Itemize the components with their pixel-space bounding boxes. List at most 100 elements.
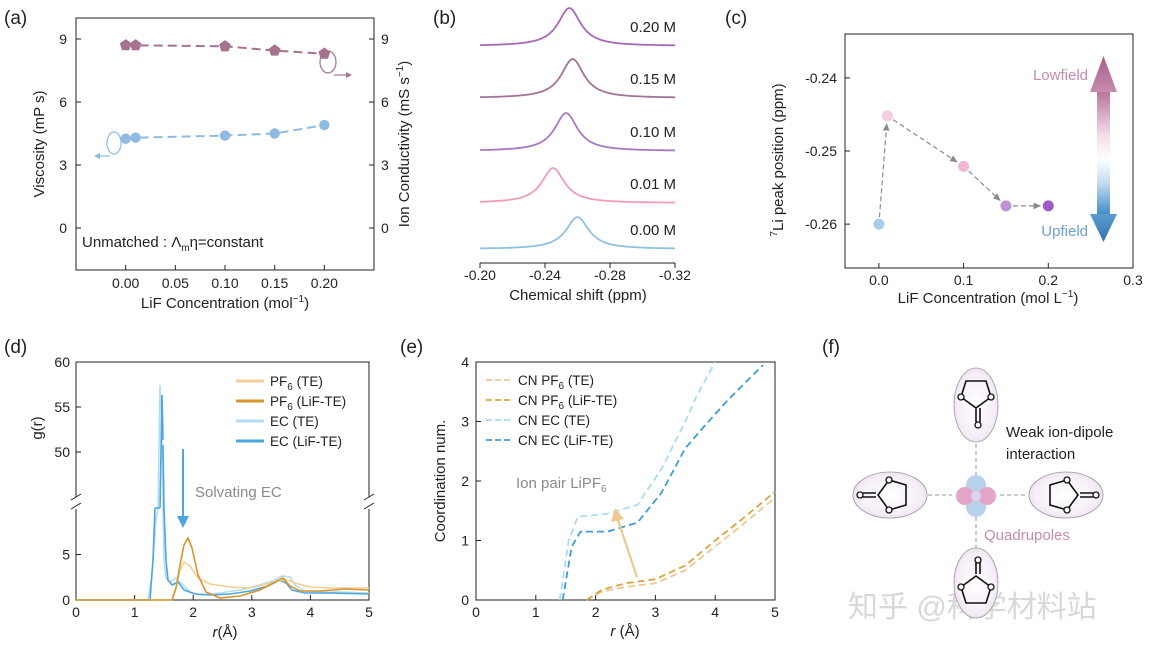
panel-f-ec-left-ring-oxygen-2 bbox=[885, 506, 893, 514]
panel-c: (c) 0.0 0.1 0.2 0.3 -0.24 -0.25 -0.26 LiF Con… bbox=[725, 8, 1143, 307]
panel-d-y-axis-label: g(r) bbox=[29, 416, 46, 439]
panel-e-legend-label: CN EC (LiF-TE) bbox=[518, 433, 613, 448]
panel-a-ion-conductivity-point bbox=[319, 119, 330, 131]
panel-f-quadrupole-core bbox=[971, 491, 981, 501]
panel-e-x-tick-label: 4 bbox=[711, 604, 719, 620]
panel-e-x-tick-label: 2 bbox=[592, 604, 600, 620]
panel-c-point bbox=[881, 110, 893, 122]
panel-a-ion-conductivity-point bbox=[219, 130, 231, 141]
panel-d-legend-label: EC (TE) bbox=[270, 414, 319, 429]
panel-f-quadrupoles-label: Quadrupoles bbox=[984, 527, 1070, 544]
panel-c-x-tick-label: 0.0 bbox=[869, 272, 889, 288]
panel-a-y2-tick-label: 6 bbox=[381, 94, 389, 110]
panel-c-x-tick-label: 0.1 bbox=[954, 272, 974, 288]
panel-c-upfield-label: Upfield bbox=[1041, 223, 1088, 240]
panel-c-y-tick-label: -0.26 bbox=[805, 216, 837, 232]
panel-e-y-tick-label: 2 bbox=[461, 473, 469, 489]
panel-d-x-tick-label: 0 bbox=[72, 604, 80, 620]
panel-b-label: (b) bbox=[433, 8, 456, 29]
panel-a-y2-tick-label: 3 bbox=[381, 157, 389, 173]
panel-c-x-tick-label: 0.2 bbox=[1039, 272, 1059, 288]
panel-a-x-tick-label: 0.15 bbox=[261, 275, 288, 291]
panel-a-ion-conductivity-point bbox=[130, 132, 141, 143]
panel-f-dipole-connectors bbox=[928, 437, 1026, 548]
panel-a-y-axis-label: Viscosity (mP s) bbox=[31, 91, 48, 198]
panel-b-spectrum-020-M bbox=[480, 7, 676, 47]
panel-e-cn-curve bbox=[586, 491, 776, 601]
panel-d-y-tick-label: 55 bbox=[54, 399, 70, 415]
panel-c-y-tick-label: -0.24 bbox=[805, 70, 837, 86]
panel-a-y-tick-label: 3 bbox=[59, 157, 67, 173]
panel-f-ec-molecule-bottom bbox=[953, 547, 999, 619]
panel-a-x-ticks: 0.00 0.05 0.10 0.15 0.20 bbox=[112, 265, 338, 291]
panel-e-y-tick-label: 0 bbox=[461, 592, 469, 608]
panel-f-ec-right-ring-oxygen-1 bbox=[1063, 476, 1071, 484]
panel-e-y-axis-label: Coordination num. bbox=[432, 420, 449, 543]
panel-b: (b) -0.20 -0.24 -0.28 -0.32 Chemical shift … bbox=[433, 7, 691, 304]
panel-b-x-ticks: -0.20 -0.24 -0.28 -0.32 bbox=[464, 263, 691, 283]
panel-e-ion-pair-arrow-head bbox=[611, 508, 624, 522]
panel-d-x-tick-label: 1 bbox=[131, 604, 139, 620]
panel-d-axis-break-left bbox=[70, 493, 82, 510]
panel-a-y2-ticks: 0 3 6 9 bbox=[369, 31, 389, 236]
panel-b-spectrum-001-M bbox=[479, 167, 676, 204]
panel-e: (e) 0 1 2 3 4 5 0 1 2 3 4 r (Å) Coordination num.… bbox=[400, 337, 779, 640]
panel-e-x-tick-label: 3 bbox=[652, 604, 660, 620]
panel-d-curve-pf6-lif-te bbox=[76, 536, 370, 601]
panel-f-ec-top-carbonyl-oxygen bbox=[974, 421, 982, 429]
panel-d-legend: PF6 (TE)PF6 (LiF-TE)EC (TE) EC (LiF-TE) bbox=[236, 374, 346, 449]
panel-d-x-ticks: 0 1 2 3 4 5 bbox=[72, 595, 373, 620]
panel-f-quadrupole bbox=[956, 475, 996, 517]
panel-f-ion-dipole-text-line1: Weak ion-dipole bbox=[1006, 424, 1113, 441]
panel-a-x-tick-label: 0.05 bbox=[162, 275, 189, 291]
panel-a-viscosity-highlight bbox=[319, 50, 337, 74]
panel-d-curve-ec-lif-te bbox=[76, 444, 370, 601]
panel-d-solvating-arrow-head bbox=[177, 516, 189, 528]
panel-e-y-ticks: 0 1 2 3 4 bbox=[461, 354, 481, 608]
panel-e-x-tick-label: 1 bbox=[532, 604, 540, 620]
panel-a-conductivity-highlight bbox=[106, 131, 122, 155]
panel-f-ec-top-ring-oxygen-1 bbox=[957, 393, 965, 401]
panel-c-point bbox=[1042, 200, 1054, 212]
panel-f-ec-right-oval bbox=[1028, 471, 1104, 519]
panel-d-curves bbox=[76, 384, 370, 601]
panel-a-y-tick-label: 6 bbox=[59, 94, 67, 110]
panel-d-x-tick-label: 4 bbox=[307, 604, 315, 620]
panel-e-legend-label: CN EC (TE) bbox=[518, 413, 590, 428]
panel-d-solvating-annotation: Solvating EC bbox=[195, 484, 282, 501]
panel-b-spectrum-label: 0.00 M bbox=[630, 222, 676, 239]
panel-a-viscosity-point bbox=[119, 39, 132, 51]
panel-a-y2-tick-label: 0 bbox=[381, 220, 389, 236]
panel-f-ec-right-ring-oxygen-2 bbox=[1063, 506, 1071, 514]
panel-a-conductivity-axis-arrow-head bbox=[94, 153, 100, 159]
panel-d-y-tick-label: 50 bbox=[54, 444, 70, 460]
panel-f-quadrupole-left-lobe bbox=[956, 487, 974, 505]
panel-f: (f) bbox=[822, 337, 1113, 619]
panel-a: (a) 0.00 0.05 0.10 0.15 0.20 0 3 6 9 0 3 6 9 LiF C… bbox=[4, 8, 413, 312]
panel-b-x-tick-label: -0.32 bbox=[659, 267, 691, 283]
panel-a-viscosity-point bbox=[219, 40, 231, 52]
panel-e-ion-pair-annotation: Ion pair LiPF6 bbox=[516, 475, 607, 495]
panel-e-series bbox=[558, 361, 776, 601]
panel-f-ec-bottom-ring-oxygen-1 bbox=[957, 583, 965, 591]
panel-a-viscosity-axis-arrow-head bbox=[346, 72, 352, 78]
panel-c-trend-arrow bbox=[968, 170, 1001, 201]
panel-c-trend-arrow bbox=[878, 123, 890, 218]
panel-d-legend-label: EC (LiF-TE) bbox=[270, 434, 342, 449]
panel-f-ion-dipole-text-line2: interaction bbox=[1006, 446, 1075, 463]
panel-c-point bbox=[1000, 200, 1012, 212]
panel-e-legend-label: CN PF6 (LiF-TE) bbox=[518, 393, 617, 412]
panel-a-y-ticks: 0 3 6 9 bbox=[59, 31, 81, 236]
panel-c-lowfield-label: Lowfield bbox=[1033, 67, 1088, 84]
panel-c-x-tick-label: 0.3 bbox=[1123, 272, 1143, 288]
panel-a-y2-axis-label: Ion Conductivity (mS s−1) bbox=[395, 61, 413, 227]
panel-e-legend: CN PF6 (TE)CN PF6 (LiF-TE)CN EC (TE) CN E… bbox=[486, 373, 617, 448]
panel-d-label: (d) bbox=[4, 337, 27, 358]
panel-f-ec-left-oval bbox=[852, 471, 928, 519]
panel-e-x-tick-label: 0 bbox=[472, 604, 480, 620]
panel-c-x-axis-label: LiF Concentration (mol L−1) bbox=[898, 289, 1079, 307]
panel-c-y-ticks: -0.24 -0.25 -0.26 bbox=[805, 70, 850, 232]
panel-d-x-tick-label: 3 bbox=[248, 604, 256, 620]
panel-b-x-tick-label: -0.20 bbox=[464, 267, 496, 283]
panel-a-x-tick-label: 0.20 bbox=[311, 275, 338, 291]
